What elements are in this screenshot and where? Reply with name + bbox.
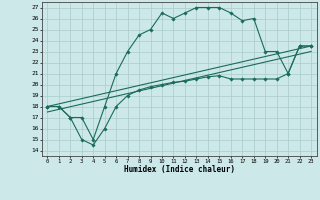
X-axis label: Humidex (Indice chaleur): Humidex (Indice chaleur) — [124, 165, 235, 174]
